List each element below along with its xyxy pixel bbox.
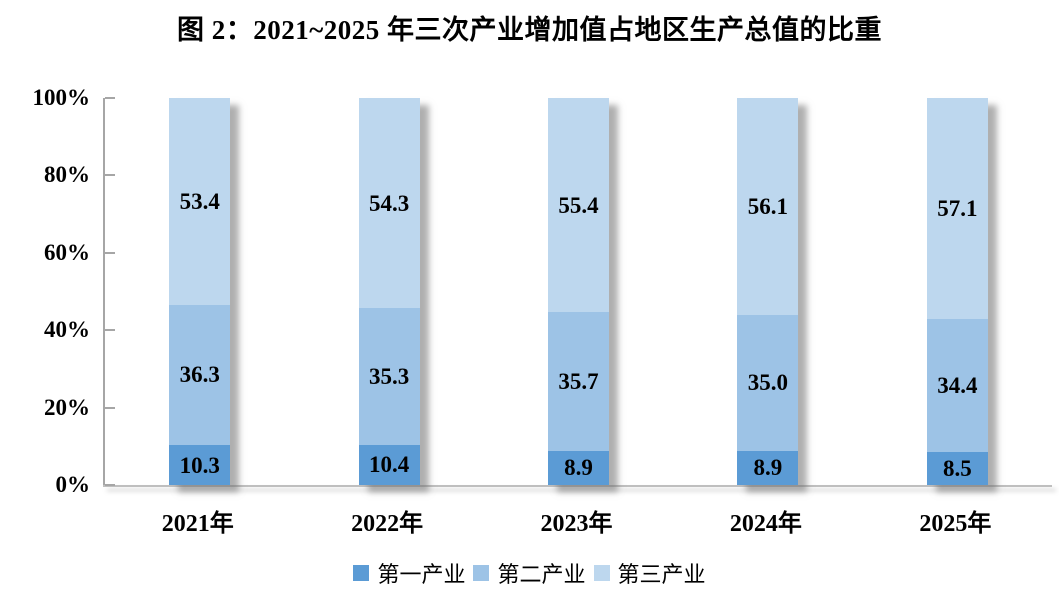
legend-item-第一产业: 第一产业: [353, 557, 465, 589]
segment-第一产业: 10.4: [358, 444, 420, 485]
segment-第一产业: 8.9: [548, 450, 610, 485]
segment-第三产业: 57.1: [926, 98, 988, 319]
data-label: 55.4: [558, 192, 599, 218]
segment-第二产业: 35.0: [737, 315, 799, 451]
bar-cell-2022年: 54.3 35.3 10.4: [294, 98, 483, 485]
y-axis-tick-label: 0%: [55, 472, 91, 497]
segment-第三产业: 56.1: [737, 98, 799, 316]
segment-第一产业: 8.9: [737, 450, 799, 485]
segment-第二产业: 34.4: [926, 318, 988, 453]
segment-第一产业: 10.3: [169, 445, 231, 485]
y-axis-tick-label: 100%: [32, 85, 91, 110]
data-label: 35.7: [558, 368, 599, 394]
legend-swatch-icon: [593, 565, 610, 581]
segment-第二产业: 36.3: [169, 304, 231, 446]
segment-第一产业: 8.5: [926, 452, 988, 485]
y-axis-tick-label: 20%: [44, 394, 90, 420]
bar-cell-2025年: 57.1 34.4 8.5: [863, 98, 1052, 485]
x-axis-labels: 2021年 2022年 2023年 2024年 2025年: [103, 503, 1050, 538]
legend-label: 第二产业: [497, 562, 586, 587]
y-axis-tick-mark: [105, 97, 115, 99]
stacked-bar-2025年: 57.1 34.4 8.5: [926, 98, 988, 485]
stacked-bar-2022年: 54.3 35.3 10.4: [358, 98, 420, 485]
data-label: 56.1: [747, 194, 789, 220]
stacked-bar-2024年: 56.1 35.0 8.9: [737, 98, 799, 485]
data-label: 10.4: [368, 452, 410, 478]
x-axis-label-2025年: 2025年: [919, 511, 992, 537]
bar-cell-2024年: 56.1 35.0 8.9: [673, 98, 862, 485]
plot-area: 53.4 36.3 10.3 54.3 35.3 10.4 55.4 35.7 8.9 56.1 3…: [103, 97, 1052, 487]
chart-title: 图 2：2021~2025 年三次产业增加值占地区生产总值的比重: [176, 15, 883, 45]
x-axis-label-2021年: 2021年: [161, 511, 234, 537]
stacked-bar-2021年: 53.4 36.3 10.3: [169, 98, 231, 485]
data-label: 35.0: [747, 370, 789, 396]
y-axis-tick-mark: [105, 484, 115, 486]
bars: 53.4 36.3 10.3 54.3 35.3 10.4 55.4 35.7 8.9 56.1 3…: [105, 98, 1052, 485]
x-axis-label-2022年: 2022年: [351, 511, 424, 537]
segment-第二产业: 35.3: [358, 308, 420, 445]
data-label: 53.4: [179, 188, 220, 214]
x-axis-line: [103, 485, 1052, 487]
data-label: 34.4: [937, 373, 978, 399]
y-axis-tick-label: 80%: [44, 162, 90, 188]
legend-item-第二产业: 第二产业: [473, 557, 586, 589]
y-axis-tick-mark: [105, 251, 115, 254]
data-label: 8.9: [753, 455, 783, 481]
y-axis-tick-label: 40%: [44, 317, 90, 343]
data-label: 10.3: [179, 452, 220, 478]
bar-cell-2023年: 55.4 35.7 8.9: [484, 98, 673, 485]
x-axis-label-2024年: 2024年: [729, 511, 802, 537]
data-label: 8.5: [942, 456, 972, 482]
bar-cell-2021年: 53.4 36.3 10.3: [105, 98, 294, 485]
y-axis-tick-label: 60%: [44, 239, 90, 265]
y-axis-labels: 100% 80% 60% 40% 20% 0%: [0, 85, 91, 497]
data-label: 35.3: [368, 363, 410, 389]
y-axis-tick-mark: [105, 406, 115, 409]
data-label: 36.3: [179, 362, 220, 388]
legend-item-第三产业: 第三产业: [593, 557, 706, 589]
legend: 第一产业 第二产业 第三产业: [0, 557, 1059, 589]
segment-第三产业: 55.4: [548, 98, 610, 313]
segment-第三产业: 54.3: [358, 98, 420, 309]
legend-label: 第三产业: [617, 562, 706, 587]
legend-label: 第一产业: [377, 562, 466, 587]
segment-第三产业: 53.4: [169, 98, 231, 305]
legend-swatch-icon: [353, 565, 370, 581]
data-label: 57.1: [937, 195, 978, 221]
y-axis-tick-mark: [105, 174, 115, 177]
y-axis-tick-mark: [105, 329, 115, 332]
data-label: 8.9: [564, 455, 593, 481]
segment-第二产业: 35.7: [548, 312, 610, 451]
legend-swatch-icon: [473, 565, 490, 581]
data-label: 54.3: [368, 190, 410, 216]
x-axis-label-2023年: 2023年: [540, 511, 613, 537]
stacked-bar-2023年: 55.4 35.7 8.9: [548, 98, 610, 485]
